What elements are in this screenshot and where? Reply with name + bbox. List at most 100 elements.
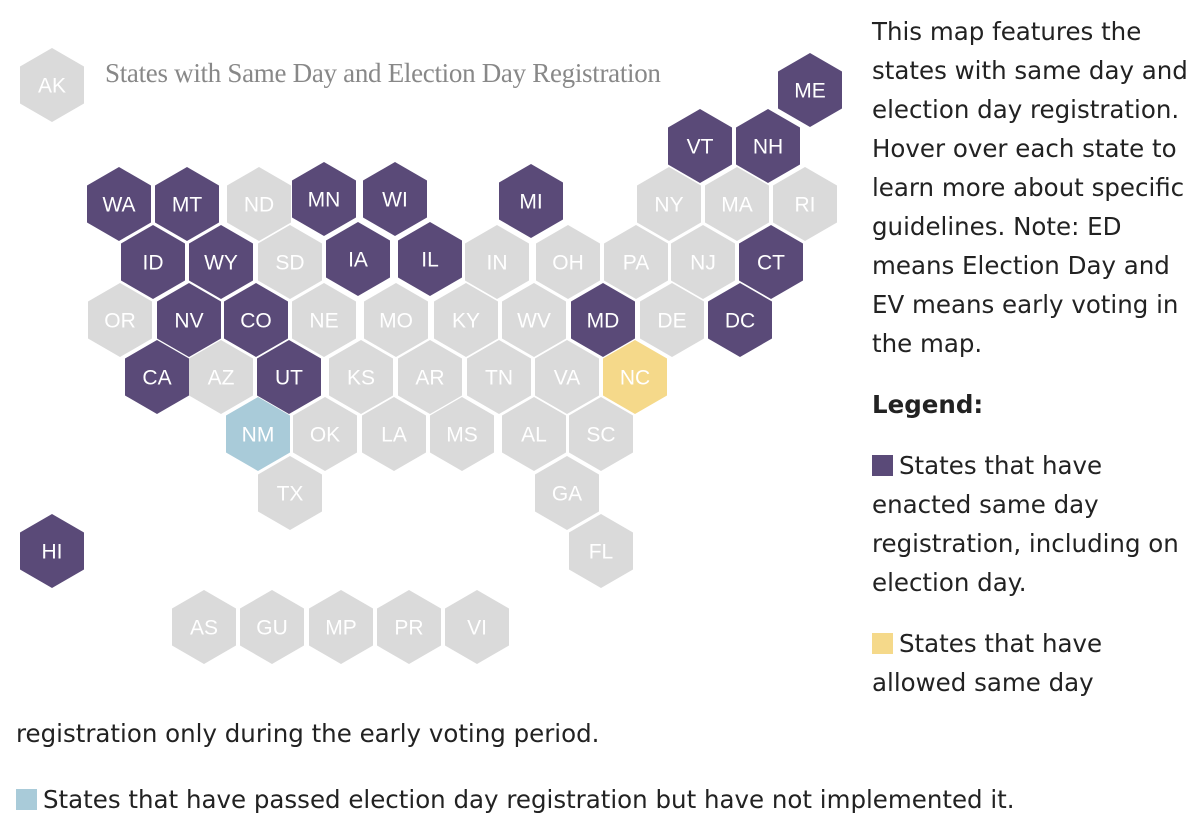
state-hex-nd[interactable]: ND bbox=[227, 167, 291, 241]
state-hex-al[interactable]: AL bbox=[502, 397, 566, 471]
state-hex-ia[interactable]: IA bbox=[326, 222, 390, 296]
state-hex-shape[interactable] bbox=[536, 225, 600, 299]
state-hex-de[interactable]: DE bbox=[640, 283, 704, 357]
state-hex-or[interactable]: OR bbox=[88, 283, 152, 357]
state-hex-pa[interactable]: PA bbox=[604, 225, 668, 299]
state-hex-va[interactable]: VA bbox=[535, 340, 599, 414]
state-hex-ri[interactable]: RI bbox=[773, 167, 837, 241]
state-hex-shape[interactable] bbox=[739, 225, 803, 299]
state-hex-shape[interactable] bbox=[227, 167, 291, 241]
state-hex-shape[interactable] bbox=[637, 167, 701, 241]
state-hex-wa[interactable]: WA bbox=[87, 167, 151, 241]
state-hex-ak[interactable]: AK bbox=[20, 48, 84, 122]
state-hex-mp[interactable]: MP bbox=[309, 590, 373, 664]
state-hex-shape[interactable] bbox=[88, 283, 152, 357]
state-hex-shape[interactable] bbox=[309, 590, 373, 664]
state-hex-shape[interactable] bbox=[778, 53, 842, 127]
state-hex-ok[interactable]: OK bbox=[293, 397, 357, 471]
state-hex-shape[interactable] bbox=[430, 397, 494, 471]
state-hex-shape[interactable] bbox=[445, 590, 509, 664]
state-hex-me[interactable]: ME bbox=[778, 53, 842, 127]
state-hex-mn[interactable]: MN bbox=[292, 162, 356, 236]
state-hex-nj[interactable]: NJ bbox=[671, 225, 735, 299]
state-hex-shape[interactable] bbox=[736, 109, 800, 183]
state-hex-shape[interactable] bbox=[603, 340, 667, 414]
state-hex-shape[interactable] bbox=[465, 225, 529, 299]
state-hex-hi[interactable]: HI bbox=[20, 514, 84, 588]
state-hex-shape[interactable] bbox=[329, 340, 393, 414]
state-hex-shape[interactable] bbox=[571, 283, 635, 357]
state-hex-dc[interactable]: DC bbox=[708, 283, 772, 357]
state-hex-shape[interactable] bbox=[172, 590, 236, 664]
state-hex-shape[interactable] bbox=[377, 590, 441, 664]
state-hex-mt[interactable]: MT bbox=[155, 167, 219, 241]
state-hex-tx[interactable]: TX bbox=[258, 456, 322, 530]
state-hex-shape[interactable] bbox=[258, 456, 322, 530]
state-hex-shape[interactable] bbox=[362, 397, 426, 471]
state-hex-ct[interactable]: CT bbox=[739, 225, 803, 299]
state-hex-shape[interactable] bbox=[569, 514, 633, 588]
state-hex-shape[interactable] bbox=[258, 225, 322, 299]
state-hex-ga[interactable]: GA bbox=[535, 456, 599, 530]
state-hex-shape[interactable] bbox=[640, 283, 704, 357]
state-hex-ks[interactable]: KS bbox=[329, 340, 393, 414]
state-hex-tn[interactable]: TN bbox=[467, 340, 531, 414]
state-hex-shape[interactable] bbox=[502, 397, 566, 471]
state-hex-mo[interactable]: MO bbox=[364, 283, 428, 357]
state-hex-in[interactable]: IN bbox=[465, 225, 529, 299]
state-hex-shape[interactable] bbox=[668, 109, 732, 183]
state-hex-nh[interactable]: NH bbox=[736, 109, 800, 183]
state-hex-shape[interactable] bbox=[121, 225, 185, 299]
state-hex-shape[interactable] bbox=[226, 397, 290, 471]
state-hex-shape[interactable] bbox=[364, 283, 428, 357]
state-hex-sd[interactable]: SD bbox=[258, 225, 322, 299]
state-hex-shape[interactable] bbox=[398, 222, 462, 296]
state-hex-wi[interactable]: WI bbox=[363, 162, 427, 236]
state-hex-shape[interactable] bbox=[155, 167, 219, 241]
state-hex-shape[interactable] bbox=[467, 340, 531, 414]
state-hex-vi[interactable]: VI bbox=[445, 590, 509, 664]
state-hex-id[interactable]: ID bbox=[121, 225, 185, 299]
state-hex-shape[interactable] bbox=[363, 162, 427, 236]
state-hex-shape[interactable] bbox=[157, 283, 221, 357]
state-hex-shape[interactable] bbox=[292, 283, 356, 357]
state-hex-shape[interactable] bbox=[326, 222, 390, 296]
state-hex-shape[interactable] bbox=[125, 340, 189, 414]
state-hex-shape[interactable] bbox=[569, 397, 633, 471]
state-hex-shape[interactable] bbox=[499, 164, 563, 238]
state-hex-ne[interactable]: NE bbox=[292, 283, 356, 357]
state-hex-wy[interactable]: WY bbox=[189, 225, 253, 299]
state-hex-il[interactable]: IL bbox=[398, 222, 462, 296]
state-hex-ny[interactable]: NY bbox=[637, 167, 701, 241]
state-hex-shape[interactable] bbox=[708, 283, 772, 357]
state-hex-wv[interactable]: WV bbox=[502, 283, 566, 357]
state-hex-gu[interactable]: GU bbox=[240, 590, 304, 664]
state-hex-sc[interactable]: SC bbox=[569, 397, 633, 471]
state-hex-shape[interactable] bbox=[398, 340, 462, 414]
state-hex-mi[interactable]: MI bbox=[499, 164, 563, 238]
state-hex-pr[interactable]: PR bbox=[377, 590, 441, 664]
state-hex-oh[interactable]: OH bbox=[536, 225, 600, 299]
state-hex-shape[interactable] bbox=[20, 514, 84, 588]
state-hex-shape[interactable] bbox=[189, 225, 253, 299]
state-hex-shape[interactable] bbox=[189, 340, 253, 414]
state-hex-la[interactable]: LA bbox=[362, 397, 426, 471]
state-hex-shape[interactable] bbox=[87, 167, 151, 241]
state-hex-shape[interactable] bbox=[502, 283, 566, 357]
state-hex-shape[interactable] bbox=[773, 167, 837, 241]
state-hex-shape[interactable] bbox=[292, 162, 356, 236]
state-hex-shape[interactable] bbox=[20, 48, 84, 122]
state-hex-shape[interactable] bbox=[535, 456, 599, 530]
state-hex-shape[interactable] bbox=[293, 397, 357, 471]
state-hex-as[interactable]: AS bbox=[172, 590, 236, 664]
state-hex-shape[interactable] bbox=[604, 225, 668, 299]
state-hex-shape[interactable] bbox=[671, 225, 735, 299]
state-hex-fl[interactable]: FL bbox=[569, 514, 633, 588]
state-hex-shape[interactable] bbox=[535, 340, 599, 414]
state-hex-shape[interactable] bbox=[257, 340, 321, 414]
state-hex-ma[interactable]: MA bbox=[705, 167, 769, 241]
state-hex-ky[interactable]: KY bbox=[434, 283, 498, 357]
state-hex-co[interactable]: CO bbox=[224, 283, 288, 357]
state-hex-shape[interactable] bbox=[240, 590, 304, 664]
state-hex-shape[interactable] bbox=[224, 283, 288, 357]
